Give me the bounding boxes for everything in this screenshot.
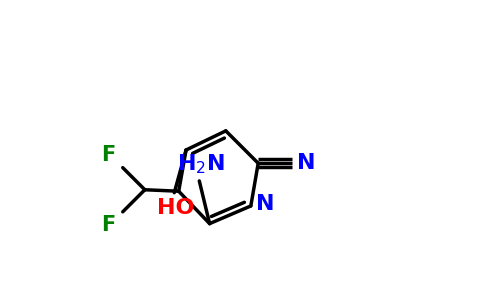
Text: H$_2$N: H$_2$N <box>177 152 225 175</box>
Text: N: N <box>256 194 274 214</box>
Text: F: F <box>101 215 115 235</box>
Text: F: F <box>101 145 115 165</box>
Text: N: N <box>297 153 316 173</box>
Text: HO: HO <box>157 198 195 218</box>
